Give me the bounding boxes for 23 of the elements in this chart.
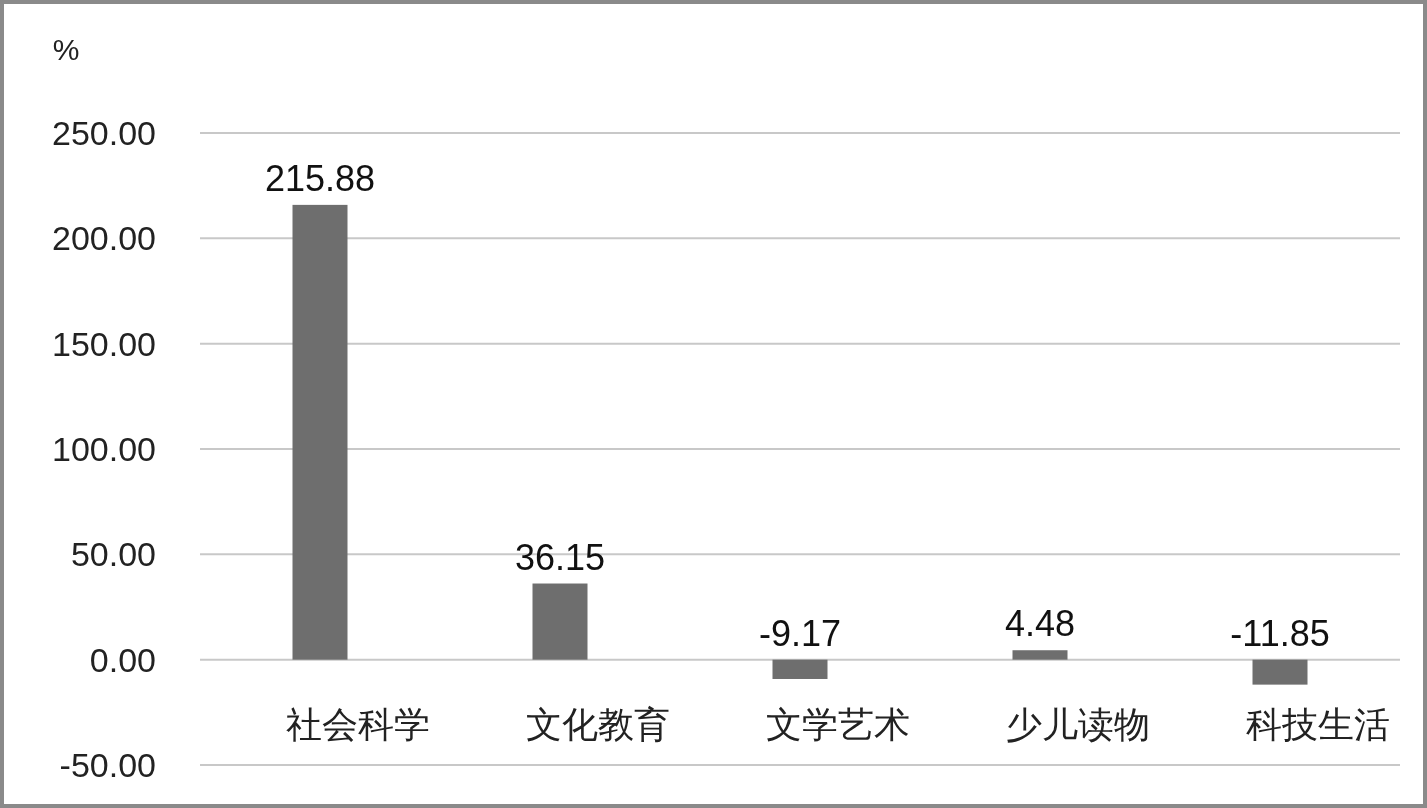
data-label: 36.15 — [514, 536, 606, 578]
x-tick-label: 科技生活 — [1246, 703, 1390, 745]
data-label: 4.48 — [1004, 603, 1076, 645]
y-tick-label: 0.00 — [89, 640, 156, 679]
bar — [1252, 659, 1308, 685]
x-tick-label: 文化教育 — [526, 703, 670, 745]
y-tick-label: 150.00 — [52, 324, 156, 363]
bar — [532, 583, 588, 660]
data-label: 215.88 — [264, 157, 376, 199]
data-label: -11.85 — [1230, 612, 1330, 654]
y-axis-title: % — [52, 32, 80, 66]
x-tick-label: 文学艺术 — [766, 703, 910, 745]
y-tick-label: -50.00 — [59, 746, 156, 784]
bar — [772, 659, 828, 679]
y-tick-label: 250.00 — [52, 114, 156, 152]
y-tick-label: 50.00 — [70, 535, 156, 574]
data-label: -9.17 — [758, 612, 842, 654]
bar — [1012, 650, 1068, 660]
y-tick-label: 200.00 — [52, 219, 156, 258]
x-tick-label: 少儿读物 — [1006, 703, 1150, 745]
bar — [292, 204, 348, 660]
y-tick-label: 100.00 — [52, 430, 156, 468]
x-tick-label: 社会科学 — [286, 703, 430, 745]
